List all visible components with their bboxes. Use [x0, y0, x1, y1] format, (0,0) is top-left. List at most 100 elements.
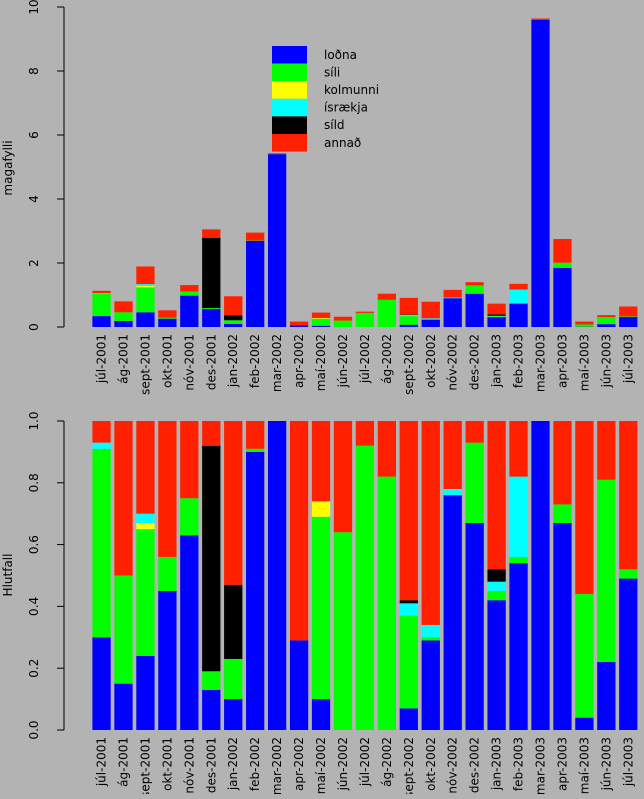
legend-swatch-5: [272, 116, 307, 134]
x-tick-label-1-16: okt-2002: [424, 334, 438, 388]
bar-segment-1-7-1: [224, 324, 242, 327]
bar-segment-2-1-4: [92, 443, 110, 449]
bar-segment-1-25-2: [619, 316, 637, 317]
bar-segment-2-1-1: [92, 637, 110, 730]
bar-segment-1-6-2: [202, 308, 220, 309]
bar-segment-1-6-6: [202, 229, 220, 237]
bar-segment-2-22-6: [553, 421, 571, 504]
y-tick-label-1-3: 4: [27, 195, 41, 203]
bar-segment-1-11-6: [312, 313, 330, 318]
y-tick-label-2-3: 0.4: [27, 597, 41, 616]
y-tick-label-2-6: 1.0: [27, 411, 41, 430]
bar-segment-1-3-3: [136, 286, 154, 287]
x-tick-label-2-12: jún-2002: [336, 737, 350, 791]
bar-segment-1-5-2: [180, 291, 198, 295]
bar-segment-1-10-6: [290, 322, 308, 326]
legend-swatch-1: [272, 46, 307, 64]
bar-segment-2-19-2: [487, 591, 505, 600]
bar-segment-2-8-2: [246, 449, 264, 452]
bar-segment-2-8-1: [246, 452, 264, 730]
bar-segment-2-13-2: [356, 446, 374, 730]
bar-segment-1-25-6: [619, 307, 637, 317]
bar-segment-1-18-1: [466, 294, 484, 327]
legend-label-1: loðna: [324, 48, 357, 62]
bar-segment-1-11-3: [312, 318, 330, 319]
bar-segment-2-15-1: [400, 708, 418, 730]
bar-segment-2-11-1: [312, 699, 330, 730]
legend-label-6: annað: [324, 136, 361, 150]
x-tick-label-1-5: nóv-2001: [182, 334, 196, 391]
bar-segment-1-14-2: [378, 300, 396, 327]
bar-segment-2-6-1: [202, 690, 220, 730]
bar-segment-1-5-1: [180, 296, 198, 327]
x-tick-label-1-25: júl-2003: [621, 334, 635, 384]
y-tick-label-1-2: 2: [27, 259, 41, 267]
legend-label-5: síld: [324, 118, 345, 132]
bar-segment-1-15-1: [400, 325, 418, 327]
bar-segment-2-25-6: [619, 421, 637, 569]
bar-segment-2-15-6: [400, 421, 418, 600]
x-tick-label-1-4: okt-2001: [160, 334, 174, 388]
bar-segment-2-14-6: [378, 421, 396, 477]
x-tick-label-2-2: ág-2001: [116, 737, 130, 787]
bar-segment-2-3-6: [136, 421, 154, 514]
x-tick-label-2-22: apr-2003: [555, 737, 569, 791]
bar-segment-1-13-2: [356, 313, 374, 327]
bar-segment-1-13-6: [356, 312, 374, 313]
x-tick-label-1-18: des-2002: [468, 334, 482, 390]
bar-segment-2-14-2: [378, 477, 396, 730]
y-tick-label-2-2: 0.2: [27, 659, 41, 678]
x-tick-label-2-23: maí-2003: [577, 737, 591, 794]
bar-segment-1-16-4: [422, 318, 440, 319]
bar-segment-1-1-2: [92, 294, 110, 316]
x-tick-label-1-24: jún-2003: [599, 334, 613, 388]
bar-segment-2-6-5: [202, 446, 220, 672]
bar-segment-1-22-6: [553, 239, 571, 263]
x-tick-label-1-13: júl-2002: [358, 334, 372, 384]
x-tick-label-2-10: apr-2002: [292, 737, 306, 791]
x-tick-label-2-20: feb-2003: [512, 737, 526, 791]
y-tick-label-1-5: 8: [27, 67, 41, 75]
bar-segment-1-3-6: [136, 267, 154, 285]
bar-segment-2-9-1: [268, 421, 286, 730]
x-tick-label-1-1: júl-2001: [95, 334, 109, 384]
bar-segment-1-22-2: [553, 263, 571, 268]
bar-segment-2-7-6: [224, 421, 242, 585]
bar-segment-2-1-2: [92, 449, 110, 637]
bar-segment-1-23-2: [575, 324, 593, 326]
bar-segment-2-22-1: [553, 523, 571, 730]
bar-segment-1-2-6: [114, 301, 132, 312]
x-tick-label-1-19: jan-2003: [490, 334, 504, 388]
bar-segment-2-3-3: [136, 523, 154, 529]
x-tick-label-1-6: des-2001: [204, 334, 218, 390]
bar-segment-2-8-6: [246, 421, 264, 449]
x-tick-label-2-16: okt-2002: [424, 737, 438, 791]
bar-segment-2-7-2: [224, 659, 242, 699]
bar-segment-1-6-1: [202, 309, 220, 327]
bar-segment-2-24-6: [597, 421, 615, 480]
bar-segment-1-17-4: [444, 298, 462, 299]
x-tick-label-2-6: des-2001: [204, 737, 218, 793]
bar-segment-1-1-1: [92, 316, 110, 327]
bar-segment-2-22-2: [553, 504, 571, 523]
x-tick-label-2-13: júl-2002: [358, 737, 372, 787]
x-tick-label-2-17: nóv-2002: [446, 737, 460, 794]
x-tick-label-1-15: sept-2002: [402, 334, 416, 395]
bar-segment-1-24-1: [597, 324, 615, 327]
bar-segment-2-20-4: [509, 477, 527, 557]
bar-segment-2-19-4: [487, 582, 505, 591]
x-tick-label-2-4: okt-2001: [160, 737, 174, 791]
bar-segment-1-1-6: [92, 291, 110, 293]
x-tick-label-2-3: sept-2001: [138, 737, 152, 794]
bar-segment-2-12-2: [334, 532, 352, 730]
bar-segment-2-15-2: [400, 616, 418, 709]
bar-segment-1-9-6: [268, 153, 286, 154]
bar-segment-1-8-1: [246, 241, 264, 327]
bar-segment-2-4-1: [158, 591, 176, 730]
bar-segment-1-4-1: [158, 319, 176, 327]
bar-segment-1-21-1: [531, 20, 549, 327]
x-tick-label-2-19: jan-2003: [490, 737, 504, 791]
x-tick-label-2-9: mar-2002: [270, 737, 284, 794]
